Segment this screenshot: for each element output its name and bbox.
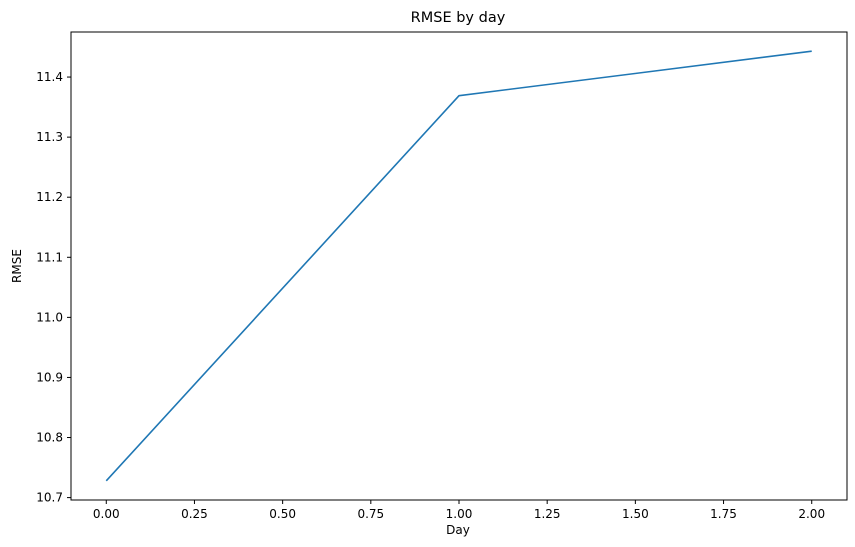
y-tick-label: 11.3 — [36, 130, 63, 144]
x-tick-label: 1.50 — [622, 507, 649, 521]
x-tick-label: 0.00 — [93, 507, 120, 521]
x-tick-label: 0.50 — [269, 507, 296, 521]
x-tick-label: 1.25 — [534, 507, 561, 521]
x-tick-label: 2.00 — [798, 507, 825, 521]
chart-title: RMSE by day — [411, 10, 506, 26]
y-tick-label: 11.4 — [36, 70, 63, 84]
y-tick-label: 11.2 — [36, 190, 63, 204]
x-tick-label: 1.75 — [710, 507, 737, 521]
y-axis-label: RMSE — [10, 249, 24, 283]
series-line — [105, 50, 812, 482]
x-axis: 0.00 0.25 0.50 0.75 1.00 1.25 1.50 1.75 2.00 — [93, 500, 825, 521]
x-tick-label: 0.25 — [181, 507, 208, 521]
y-tick-label: 11.1 — [36, 250, 63, 264]
series-layer — [105, 50, 812, 482]
x-axis-label: Day — [446, 523, 470, 537]
x-tick-label: 1.00 — [446, 507, 473, 521]
y-tick-label: 10.7 — [36, 491, 63, 505]
y-axis: 10.7 10.8 10.9 11.0 11.1 11.2 11.3 11.4 — [36, 70, 71, 505]
y-tick-label: 10.8 — [36, 431, 63, 445]
x-tick-label: 0.75 — [357, 507, 384, 521]
y-tick-label: 11.0 — [36, 310, 63, 324]
y-tick-label: 10.9 — [36, 370, 63, 384]
plot-area-frame — [70, 31, 848, 501]
